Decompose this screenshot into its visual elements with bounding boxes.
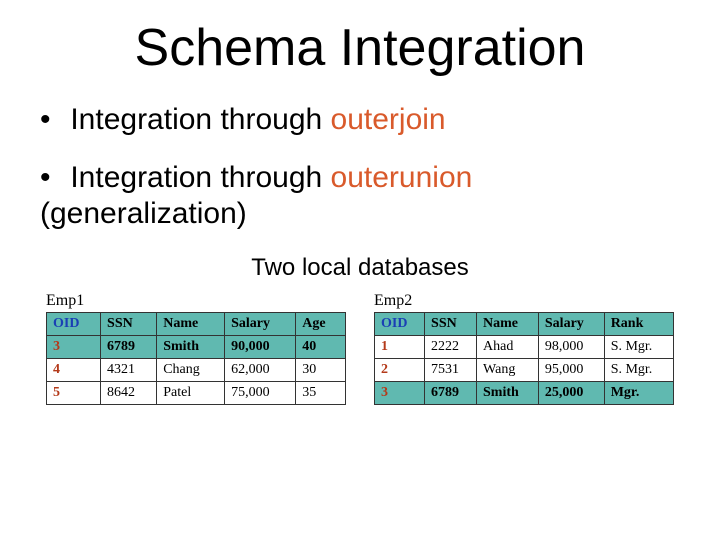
- td: 35: [296, 382, 346, 405]
- table-row: 1 2222 Ahad 98,000 S. Mgr.: [375, 336, 674, 359]
- table-emp2-label: Emp2: [374, 292, 674, 310]
- bullet-dot: •: [40, 102, 62, 138]
- td-oid: 5: [47, 382, 101, 405]
- bullet-2-prefix: Integration through: [70, 161, 330, 194]
- td: Mgr.: [604, 382, 673, 405]
- table-emp1-wrap: Emp1 OID SSN Name Salary Age 3 6789 S: [46, 292, 346, 405]
- td-oid: 1: [375, 336, 425, 359]
- td: Chang: [157, 359, 225, 382]
- bullet-dot: •: [40, 160, 62, 196]
- table-emp1: OID SSN Name Salary Age 3 6789 Smith 90,…: [46, 312, 346, 405]
- bullet-1: • Integration through outerjoin: [40, 102, 680, 138]
- td: 25,000: [538, 382, 604, 405]
- th: Rank: [604, 313, 673, 336]
- td: 8642: [101, 382, 157, 405]
- td: 7531: [425, 359, 477, 382]
- td: S. Mgr.: [604, 336, 673, 359]
- td: 75,000: [225, 382, 296, 405]
- td: Ahad: [477, 336, 539, 359]
- th-oid: OID: [375, 313, 425, 336]
- td: 40: [296, 336, 346, 359]
- td: 2222: [425, 336, 477, 359]
- td: 95,000: [538, 359, 604, 382]
- tables-container: Emp1 OID SSN Name Salary Age 3 6789 S: [40, 292, 680, 405]
- table-emp1-label: Emp1: [46, 292, 346, 310]
- td: 4321: [101, 359, 157, 382]
- td: Smith: [157, 336, 225, 359]
- td-oid: 3: [375, 382, 425, 405]
- td: 30: [296, 359, 346, 382]
- table-emp2: OID SSN Name Salary Rank 1 2222 Ahad 98,…: [374, 312, 674, 405]
- td: 6789: [101, 336, 157, 359]
- table-row: 5 8642 Patel 75,000 35: [47, 382, 346, 405]
- th: Salary: [225, 313, 296, 336]
- th: Age: [296, 313, 346, 336]
- bullet-2: • Integration through outerunion (genera…: [40, 160, 680, 232]
- th: SSN: [425, 313, 477, 336]
- td-oid: 2: [375, 359, 425, 382]
- th-oid: OID: [47, 313, 101, 336]
- th: Salary: [538, 313, 604, 336]
- th: Name: [157, 313, 225, 336]
- td: 62,000: [225, 359, 296, 382]
- td: Patel: [157, 382, 225, 405]
- td: Wang: [477, 359, 539, 382]
- bullet-2-highlight: outerunion: [331, 161, 473, 194]
- th: SSN: [101, 313, 157, 336]
- bullet-1-highlight: outerjoin: [331, 103, 446, 136]
- table-emp2-wrap: Emp2 OID SSN Name Salary Rank 1 2222: [374, 292, 674, 405]
- tables-subtitle: Two local databases: [40, 254, 680, 282]
- table-row: 3 6789 Smith 25,000 Mgr.: [375, 382, 674, 405]
- bullet-1-prefix: Integration through: [70, 103, 330, 136]
- td-oid: 4: [47, 359, 101, 382]
- bullet-2-suffix: (generalization): [40, 197, 247, 230]
- td: Smith: [477, 382, 539, 405]
- table-row: 3 6789 Smith 90,000 40: [47, 336, 346, 359]
- td: 6789: [425, 382, 477, 405]
- slide: Schema Integration • Integration through…: [0, 0, 720, 540]
- td: 90,000: [225, 336, 296, 359]
- td: 98,000: [538, 336, 604, 359]
- th: Name: [477, 313, 539, 336]
- td-oid: 3: [47, 336, 101, 359]
- table-row: 2 7531 Wang 95,000 S. Mgr.: [375, 359, 674, 382]
- table-row: 4 4321 Chang 62,000 30: [47, 359, 346, 382]
- slide-title: Schema Integration: [40, 18, 680, 78]
- td: S. Mgr.: [604, 359, 673, 382]
